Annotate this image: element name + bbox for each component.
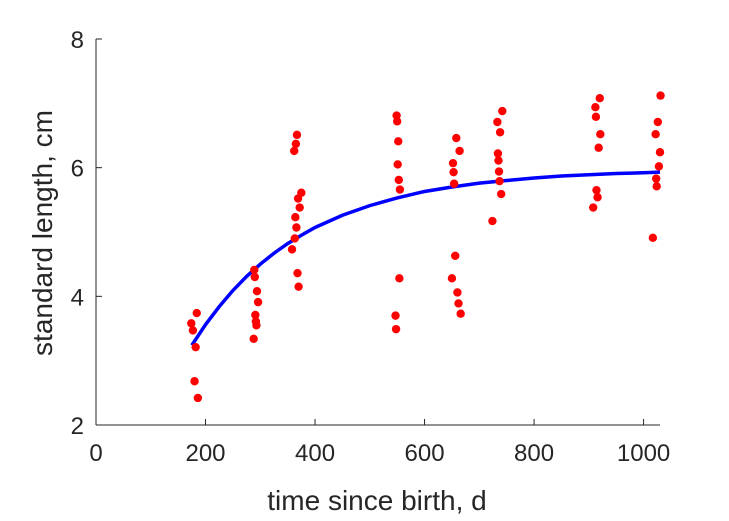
x-tick-label: 800 (514, 440, 554, 467)
data-point (193, 393, 203, 403)
data-point (596, 130, 605, 139)
data-point (291, 139, 301, 149)
data-point (394, 175, 404, 185)
data-point (391, 324, 401, 334)
data-point (187, 319, 196, 328)
data-point (291, 213, 300, 222)
data-point (591, 102, 600, 112)
y-tick-label: 4 (71, 284, 84, 311)
data-point (290, 146, 299, 156)
data-point (449, 179, 459, 188)
y-ticks: 2 4 6 8 (71, 27, 102, 440)
data-point (294, 282, 303, 291)
data-point (287, 245, 297, 254)
data-point (651, 130, 660, 139)
data-point (651, 174, 661, 183)
data-point (448, 158, 458, 168)
data-point (493, 117, 502, 127)
data-point (393, 160, 402, 169)
data-point (493, 149, 503, 158)
data-point (592, 185, 601, 195)
data-point (653, 117, 663, 127)
data-point (591, 112, 601, 122)
data-point (250, 272, 259, 282)
data-point (395, 185, 405, 194)
data-point (593, 193, 602, 202)
data-point (297, 188, 306, 197)
data-point (249, 334, 258, 343)
data-point (191, 342, 200, 352)
data-point (292, 130, 302, 140)
data-point (494, 156, 503, 165)
data-point (391, 311, 400, 320)
data-point (595, 93, 604, 103)
data-point (594, 143, 603, 152)
data-point (451, 251, 460, 260)
y-tick-label: 6 (71, 156, 84, 183)
data-point (251, 310, 260, 320)
data-points (187, 91, 665, 403)
data-point (654, 162, 664, 171)
data-point (395, 274, 404, 283)
data-point (655, 148, 665, 157)
axes (95, 39, 660, 426)
data-point (449, 167, 458, 177)
y-tick-label: 2 (71, 413, 84, 440)
data-point (454, 299, 463, 308)
x-ticks: 0 200 400 600 800 1000 (89, 419, 670, 467)
data-point (392, 117, 402, 126)
data-point (497, 189, 506, 199)
data-point (452, 133, 461, 143)
data-point (250, 265, 259, 275)
y-tick-label: 8 (71, 27, 84, 54)
data-point (252, 286, 262, 296)
data-point (652, 182, 661, 191)
data-point (589, 203, 598, 212)
data-point (192, 308, 201, 318)
x-tick-label: 1000 (617, 440, 670, 467)
data-point (455, 146, 464, 156)
data-point (188, 326, 198, 335)
data-point (456, 309, 465, 318)
data-point (394, 137, 403, 146)
data-point (494, 167, 504, 176)
x-axis-title: time since birth, d (267, 485, 486, 516)
x-tick-label: 400 (295, 440, 335, 467)
data-point (488, 216, 497, 226)
data-point (293, 268, 302, 278)
x-tick-label: 200 (185, 440, 225, 467)
data-point (648, 233, 658, 242)
data-point (253, 297, 263, 307)
y-axis-title: standard length, cm (27, 110, 58, 356)
data-point (495, 176, 504, 186)
data-point (190, 377, 199, 386)
data-point (252, 321, 261, 330)
fit-curve (190, 170, 661, 347)
data-point (295, 203, 304, 212)
data-point (292, 223, 301, 232)
data-point (290, 234, 299, 243)
data-point (498, 106, 507, 116)
data-point (656, 91, 665, 100)
data-point (453, 288, 462, 297)
x-tick-label: 0 (89, 440, 102, 467)
data-point (495, 128, 505, 137)
x-tick-label: 600 (405, 440, 445, 467)
data-point (447, 274, 457, 283)
